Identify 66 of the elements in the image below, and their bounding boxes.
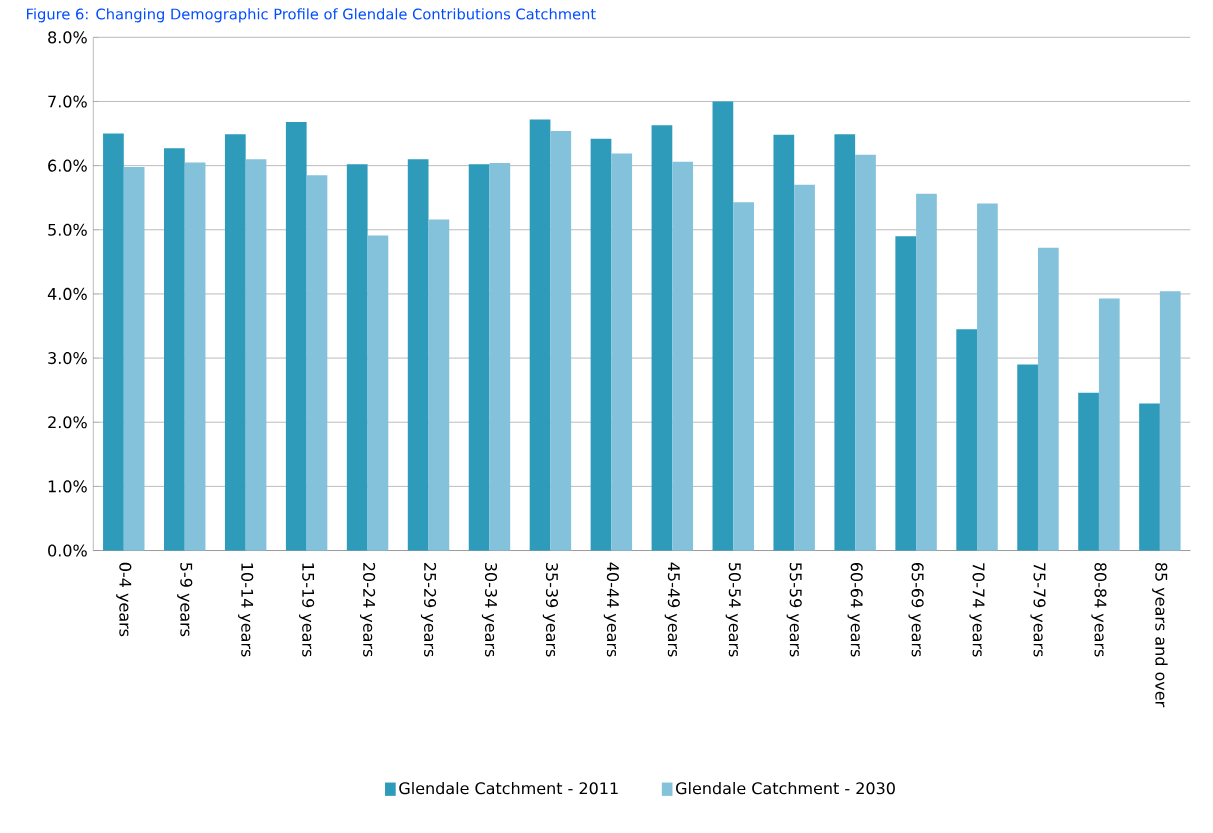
bar xyxy=(245,159,267,551)
x-tick-label: 30-34 years xyxy=(481,562,498,657)
bar xyxy=(123,166,145,551)
bar xyxy=(468,164,490,551)
bar xyxy=(164,148,185,551)
legend-label: Glendale Catchment - 2011 xyxy=(399,781,618,795)
y-tick-label: 7.0% xyxy=(48,95,87,108)
bar xyxy=(611,153,633,551)
bar xyxy=(956,329,978,551)
x-tick-label: 70-74 years xyxy=(969,563,985,657)
bar xyxy=(224,134,246,551)
bar xyxy=(367,235,389,551)
y-tick-label: 1.0% xyxy=(48,480,87,493)
bar xyxy=(672,161,694,551)
x-tick-label: 35-39 years xyxy=(542,562,559,657)
x-tick-label: 60-64 years xyxy=(847,562,863,657)
bar xyxy=(590,138,612,551)
x-tick-label: 15-19 years xyxy=(299,563,315,657)
x-tick-label: 45-49 years xyxy=(664,562,680,657)
x-tick-label: 50-54 years xyxy=(725,563,741,657)
y-tick-label: 6.0% xyxy=(48,159,87,172)
y-tick-label: 3.0% xyxy=(48,351,87,365)
x-tick-label: 0-4 years xyxy=(116,562,132,637)
bar xyxy=(855,154,876,551)
bar xyxy=(834,134,856,551)
bar xyxy=(1098,298,1120,551)
y-tick-label: 4.0% xyxy=(47,287,87,300)
bar xyxy=(306,175,328,551)
x-tick-label: 10-14 years xyxy=(238,563,254,657)
bar xyxy=(184,162,206,551)
y-tick-label: 5.0% xyxy=(48,223,87,236)
x-tick-label: 5-9 years xyxy=(177,563,193,637)
x-tick-label: 55-59 years xyxy=(786,563,802,657)
bar xyxy=(794,184,815,551)
bar xyxy=(285,121,307,551)
legend-label: Glendale Catchment - 2030 xyxy=(676,781,895,795)
y-tick-label: 8.0% xyxy=(48,31,87,44)
bar xyxy=(773,134,795,551)
x-tick-label: 20-24 years xyxy=(359,562,376,657)
x-tick-label: 85 years and over xyxy=(1152,562,1168,708)
bar xyxy=(1159,291,1181,551)
bar xyxy=(916,193,937,551)
bar xyxy=(651,125,673,551)
bar xyxy=(712,101,734,551)
x-tick-label: 65-69 years xyxy=(908,562,924,657)
bar xyxy=(428,219,450,551)
bar xyxy=(489,163,511,551)
bar xyxy=(733,202,754,551)
x-tick-label: 75-79 years xyxy=(1030,563,1046,657)
bar xyxy=(346,164,368,551)
bar xyxy=(1139,403,1160,551)
bar xyxy=(529,119,551,551)
x-tick-label: 80-84 years xyxy=(1091,562,1107,657)
y-tick-label: 2.0% xyxy=(48,416,87,429)
bar xyxy=(1078,392,1099,551)
chart-title: Figure 6: Changing Demographic Profile of Glendale Contributions Catchment xyxy=(27,8,596,23)
bar xyxy=(895,236,917,551)
bar xyxy=(550,130,572,551)
x-tick-label: 40-44 years xyxy=(603,562,619,657)
bar xyxy=(103,133,124,551)
bar xyxy=(1017,364,1038,551)
bar xyxy=(407,159,429,551)
bar xyxy=(977,203,998,551)
y-tick-label: 0.0% xyxy=(48,544,87,557)
bar xyxy=(1037,247,1059,551)
x-tick-label: 25-29 years xyxy=(420,562,437,657)
